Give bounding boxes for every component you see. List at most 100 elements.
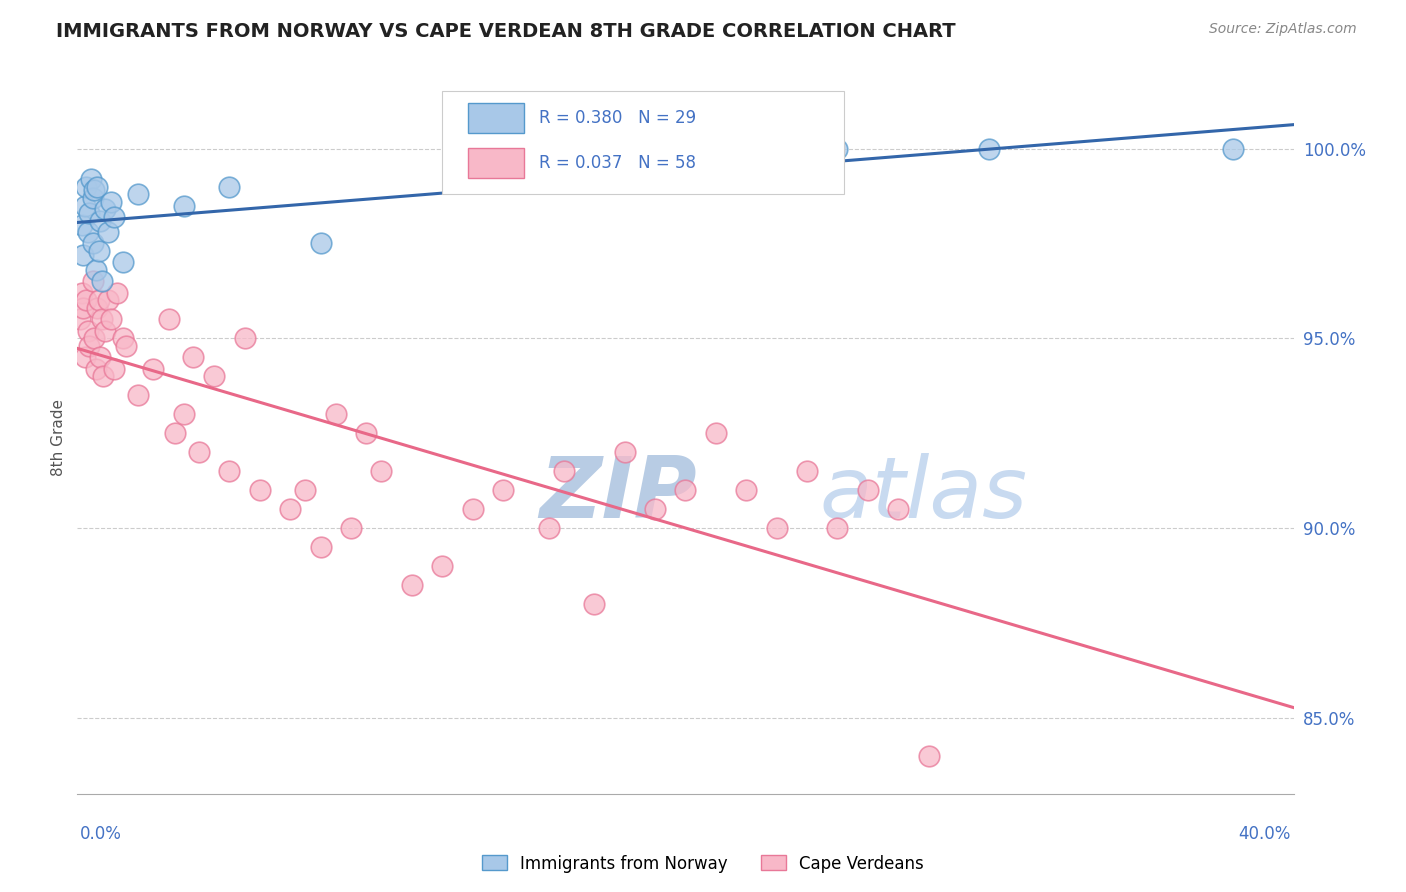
Point xyxy=(233,331,256,345)
Legend: Immigrants from Norway, Cape Verdeans: Immigrants from Norway, Cape Verdeans xyxy=(475,848,931,880)
Point xyxy=(93,324,115,338)
Point xyxy=(309,236,332,251)
Point xyxy=(77,324,100,338)
Text: atlas: atlas xyxy=(820,452,1028,536)
Point xyxy=(91,369,114,384)
Text: 40.0%: 40.0% xyxy=(1239,825,1291,843)
Point xyxy=(918,748,941,763)
FancyBboxPatch shape xyxy=(468,148,523,178)
Point xyxy=(79,339,101,353)
Point xyxy=(100,194,122,209)
Point xyxy=(87,293,110,308)
Point xyxy=(613,445,636,459)
Point xyxy=(103,210,125,224)
Point xyxy=(89,351,111,365)
Point xyxy=(492,483,515,498)
Point xyxy=(765,521,787,535)
Point xyxy=(163,426,186,441)
Point xyxy=(173,407,195,421)
Point xyxy=(157,312,180,326)
Point xyxy=(105,285,128,300)
Point xyxy=(80,172,103,186)
Point xyxy=(202,369,225,384)
Point xyxy=(103,361,125,376)
Point xyxy=(86,301,108,315)
Point xyxy=(218,179,240,194)
Point xyxy=(979,142,1001,156)
Point xyxy=(70,285,93,300)
Point xyxy=(115,339,138,353)
Point xyxy=(278,502,301,516)
Y-axis label: 8th Grade: 8th Grade xyxy=(51,399,66,475)
Point xyxy=(79,206,101,220)
Point xyxy=(72,301,94,315)
Point xyxy=(461,502,484,516)
Point xyxy=(100,312,122,326)
Point xyxy=(675,483,697,498)
Point xyxy=(127,187,149,202)
Point xyxy=(188,445,211,459)
Point xyxy=(142,361,165,376)
Point xyxy=(887,502,910,516)
Text: IMMIGRANTS FROM NORWAY VS CAPE VERDEAN 8TH GRADE CORRELATION CHART: IMMIGRANTS FROM NORWAY VS CAPE VERDEAN 8… xyxy=(56,22,956,41)
Point xyxy=(827,521,849,535)
Point xyxy=(644,502,666,516)
Point xyxy=(249,483,271,498)
Point xyxy=(181,351,204,365)
Text: ZIP: ZIP xyxy=(540,452,697,536)
Point xyxy=(704,426,727,441)
Point xyxy=(309,540,332,554)
Point xyxy=(75,179,97,194)
Point xyxy=(1222,142,1244,156)
FancyBboxPatch shape xyxy=(468,103,523,133)
Text: R = 0.037   N = 58: R = 0.037 N = 58 xyxy=(540,154,696,172)
Point xyxy=(537,521,560,535)
Point xyxy=(796,464,818,478)
Point xyxy=(553,161,575,175)
Point xyxy=(83,183,105,197)
Point xyxy=(82,275,104,289)
Text: R = 0.380   N = 29: R = 0.380 N = 29 xyxy=(540,109,696,127)
Point xyxy=(432,559,454,574)
Point xyxy=(127,388,149,402)
Point xyxy=(72,248,94,262)
Point xyxy=(84,263,107,277)
Point xyxy=(75,293,97,308)
Point xyxy=(325,407,347,421)
Point xyxy=(82,236,104,251)
Point xyxy=(97,293,120,308)
Point xyxy=(97,225,120,239)
Point xyxy=(82,191,104,205)
Point xyxy=(294,483,316,498)
Point xyxy=(340,521,363,535)
Point xyxy=(735,483,758,498)
Point xyxy=(218,464,240,478)
Point xyxy=(90,312,112,326)
Text: 0.0%: 0.0% xyxy=(80,825,122,843)
Point xyxy=(583,597,606,611)
Point xyxy=(827,142,849,156)
Point xyxy=(77,225,100,239)
Point xyxy=(89,213,111,227)
Point xyxy=(73,198,96,212)
Point xyxy=(93,202,115,217)
Point xyxy=(173,198,195,212)
Point xyxy=(83,331,105,345)
Point xyxy=(73,351,96,365)
Point xyxy=(90,275,112,289)
FancyBboxPatch shape xyxy=(443,91,844,194)
Point xyxy=(553,464,575,478)
Point xyxy=(87,244,110,258)
Point xyxy=(86,179,108,194)
Point xyxy=(70,218,93,232)
Point xyxy=(675,149,697,163)
Point xyxy=(370,464,392,478)
Point xyxy=(856,483,879,498)
Point xyxy=(69,312,91,326)
Point xyxy=(354,426,377,441)
Point xyxy=(111,255,134,269)
Point xyxy=(84,361,107,376)
Point xyxy=(111,331,134,345)
Text: Source: ZipAtlas.com: Source: ZipAtlas.com xyxy=(1209,22,1357,37)
Point xyxy=(401,578,423,592)
